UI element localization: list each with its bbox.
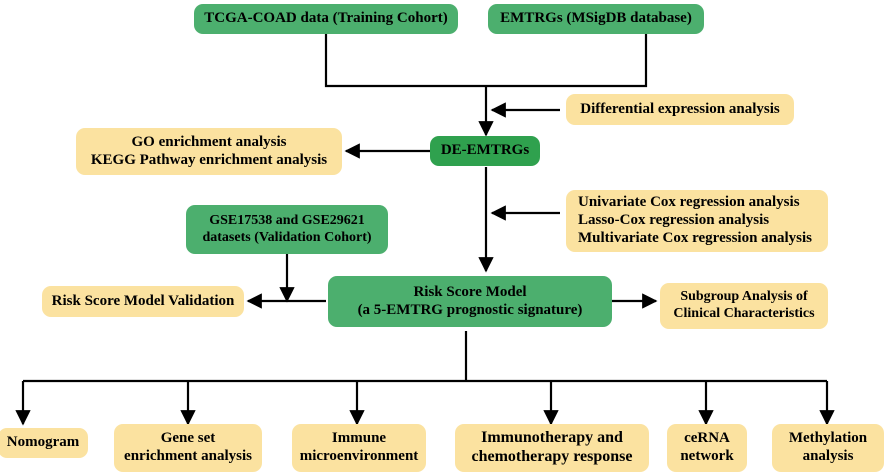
node-cox-analyses[interactable]: Univariate Cox regression analysis Lasso… <box>566 190 828 252</box>
node-downstream-gsea-line-1: Gene set <box>160 430 216 447</box>
node-downstream-immunotherapy-chemotherapy[interactable]: Immunotherapy and chemotherapy response <box>455 424 649 472</box>
node-risk-score-validation-label: Risk Score Model Validation <box>51 292 235 309</box>
node-downstream-immune-microenvironment[interactable]: Immune microenvironment <box>292 424 426 472</box>
node-downstream-methylation-analysis[interactable]: Methylation analysis <box>772 424 884 472</box>
node-downstream-gene-set-enrichment[interactable]: Gene set enrichment analysis <box>114 424 262 472</box>
node-subgroup-analysis[interactable]: Subgroup Analysis of Clinical Characteri… <box>660 283 828 329</box>
node-subgroup-line-2: Clinical Characteristics <box>673 306 815 321</box>
node-emtrgs-label: EMTRGs (MSigDB database) <box>500 10 692 27</box>
node-risk-score-model-line-1: Risk Score Model <box>413 283 527 300</box>
node-downstream-gsea-line-2: enrichment analysis <box>124 448 252 464</box>
node-downstream-immunotherapy-line-2: chemotherapy response <box>471 448 633 465</box>
node-differential-expression[interactable]: Differential expression analysis <box>566 94 794 125</box>
node-emtrgs[interactable]: EMTRGs (MSigDB database) <box>488 4 704 34</box>
node-tcga-coad-label: TCGA-COAD data (Training Cohort) <box>204 10 448 27</box>
edge-top-merge <box>324 33 648 88</box>
node-downstream-cerna-line-1: ceRNA <box>684 430 730 447</box>
node-subgroup-line-1: Subgroup Analysis of <box>680 289 808 305</box>
node-downstream-immunotherapy-line-1: Immunotherapy and <box>481 429 623 447</box>
node-risk-score-model-line-2: (a 5-EMTRG prognostic signature) <box>357 301 583 318</box>
node-downstream-immune-line-1: Immune <box>331 430 387 447</box>
node-downstream-nomogram[interactable]: Nomogram <box>0 428 88 458</box>
node-enrichment-line-2: KEGG Pathway enrichment analysis <box>90 151 328 168</box>
node-risk-score-validation[interactable]: Risk Score Model Validation <box>42 286 244 317</box>
node-validation-cohort-line-1: GSE17538 and GSE29621 <box>209 212 365 228</box>
node-cox-line-2: Lasso-Cox regression analysis <box>578 212 770 229</box>
node-downstream-nomogram-line-1: Nomogram <box>6 434 80 451</box>
node-tcga-coad[interactable]: TCGA-COAD data (Training Cohort) <box>194 4 458 34</box>
node-enrichment-analysis[interactable]: GO enrichment analysis KEGG Pathway enri… <box>76 128 342 175</box>
node-cox-line-3: Multivariate Cox regression analysis <box>578 229 813 246</box>
node-differential-expression-label: Differential expression analysis <box>580 100 780 117</box>
node-de-emtrgs-label: DE-EMTRGs <box>440 142 530 159</box>
node-downstream-cerna-network[interactable]: ceRNA network <box>667 424 747 472</box>
node-risk-score-model[interactable]: Risk Score Model (a 5-EMTRG prognostic s… <box>328 276 612 327</box>
node-enrichment-line-1: GO enrichment analysis <box>131 133 287 150</box>
node-downstream-immune-line-2: microenvironment <box>299 448 419 464</box>
node-cox-line-1: Univariate Cox regression analysis <box>578 194 800 211</box>
node-de-emtrgs[interactable]: DE-EMTRGs <box>430 136 540 166</box>
node-downstream-cerna-line-2: network <box>680 448 734 464</box>
node-downstream-methylation-line-2: analysis <box>802 448 854 464</box>
node-downstream-methylation-line-1: Methylation <box>788 430 868 447</box>
node-validation-cohort-line-2: datasets (Validation Cohort) <box>202 229 372 245</box>
node-validation-cohort[interactable]: GSE17538 and GSE29621 datasets (Validati… <box>186 205 388 254</box>
